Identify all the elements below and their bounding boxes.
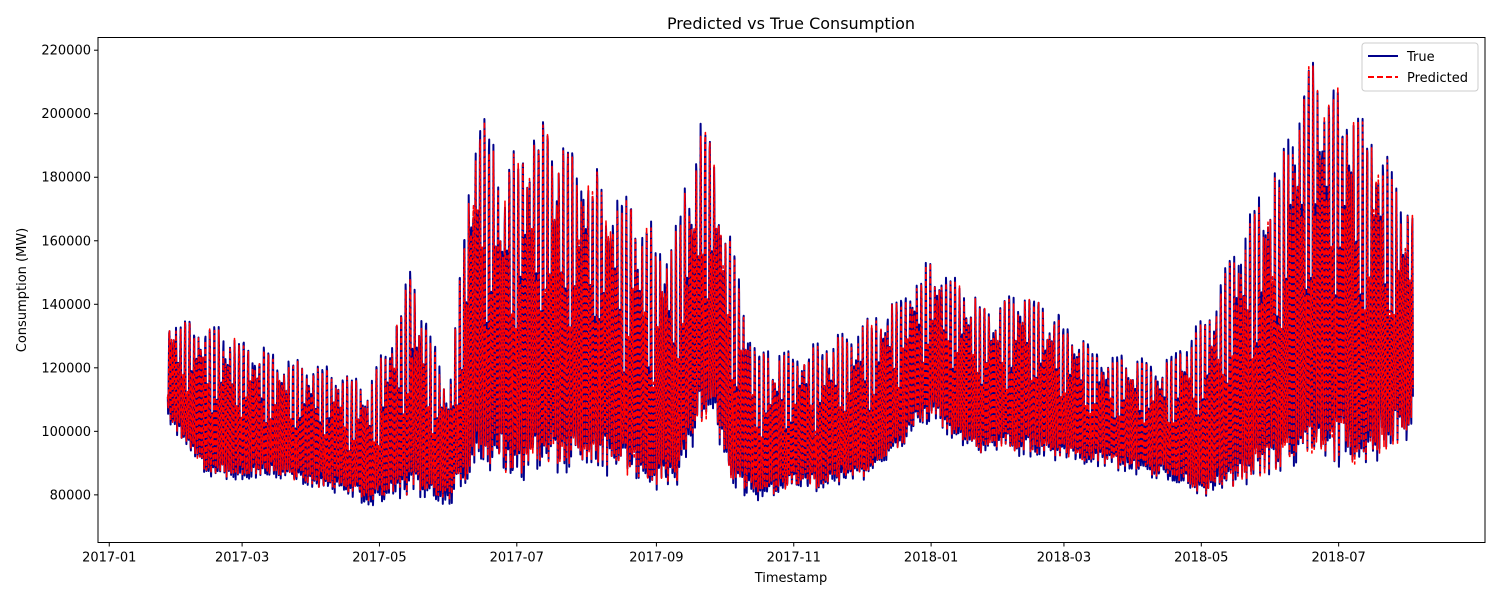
x-tick-label: 2017-11 (767, 551, 821, 566)
y-tick-label: 200000 (41, 107, 91, 122)
y-tick-label: 180000 (41, 171, 91, 186)
y-tick-label: 160000 (41, 234, 91, 249)
chart-title: Predicted vs True Consumption (667, 14, 915, 33)
x-tick-label: 2018-07 (1311, 551, 1365, 566)
x-tick-label: 2017-07 (490, 551, 544, 566)
x-tick-label: 2017-01 (82, 551, 136, 566)
legend-true-label: True (1406, 50, 1435, 65)
y-axis-label: Consumption (MW) (15, 228, 30, 352)
y-tick-label: 100000 (41, 425, 91, 440)
y-tick-label: 80000 (50, 488, 91, 503)
y-tick-label: 220000 (41, 44, 91, 59)
x-tick-label: 2018-05 (1174, 551, 1228, 566)
x-tick-label: 2017-03 (215, 551, 269, 566)
x-tick-label: 2018-01 (904, 551, 958, 566)
legend: True Predicted (1361, 42, 1479, 92)
y-tick-label: 140000 (41, 298, 91, 313)
x-tick-label: 2018-03 (1037, 551, 1091, 566)
y-tick-label: 120000 (41, 361, 91, 376)
series-layer (166, 61, 1414, 507)
x-axis: 2017-01 2017-03 2017-05 2017-07 2017-09 2017-… (82, 542, 1366, 566)
x-axis-label: Timestamp (754, 571, 828, 586)
y-axis: 80000 100000 120000 140000 160000 180000 20000… (41, 44, 98, 503)
plot-frame (97, 37, 1486, 543)
x-tick-label: 2017-05 (352, 551, 406, 566)
predicted-series-line (167, 65, 1414, 502)
legend-predicted-label: Predicted (1407, 71, 1468, 86)
x-tick-label: 2017-09 (629, 551, 683, 566)
